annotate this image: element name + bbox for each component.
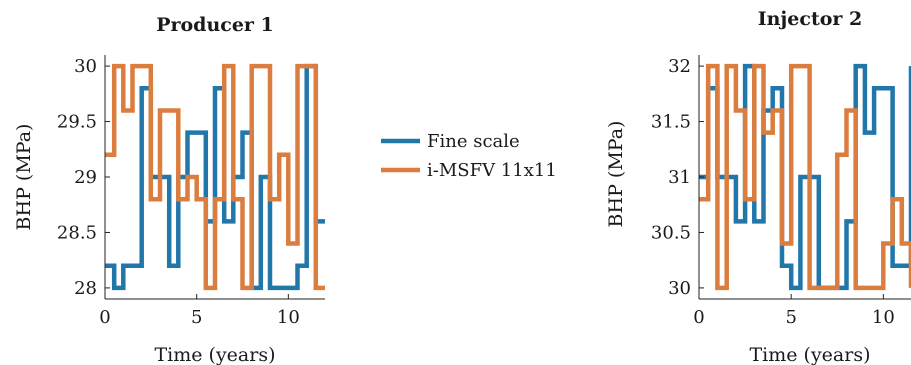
plot-area: 0 5 10 30 30.5 31 31.5 32 <box>651 55 911 328</box>
y-tick-label: 31.5 <box>651 112 691 133</box>
y-tick-label: 30 <box>668 278 691 299</box>
y-tick-label: 30.5 <box>651 222 691 243</box>
panel-producer-1: Producer 1 Time (years) BHP (MPa) 0 5 10 28… <box>13 14 325 365</box>
x-tick-label: 0 <box>99 307 110 328</box>
series-line-fine-scale <box>699 63 911 291</box>
y-axis-label: BHP (MPa) <box>13 124 35 231</box>
series-line-i-msfv <box>105 63 325 291</box>
plot-area: 0 5 10 28 28.5 29 29.5 30 <box>57 55 325 328</box>
y-tick-label: 29.5 <box>57 112 97 133</box>
x-tick-label: 10 <box>277 307 300 328</box>
legend-label-i-msfv: i-MSFV 11x11 <box>427 160 557 181</box>
x-tick-label: 5 <box>785 307 796 328</box>
chart-title: Injector 2 <box>758 8 863 30</box>
y-axis-label: BHP (MPa) <box>605 121 627 228</box>
y-tick-label: 28.5 <box>57 222 97 243</box>
panel-injector-2: Injector 2 Time (years) BHP (MPa) 0 5 10 30… <box>605 8 911 365</box>
y-tick-label: 31 <box>668 167 691 188</box>
x-tick-label: 0 <box>693 307 704 328</box>
x-axis-label: Time (years) <box>749 344 870 365</box>
x-tick-label: 5 <box>191 307 202 328</box>
series-line-i-msfv <box>699 63 911 291</box>
legend-label-fine-scale: Fine scale <box>427 131 520 152</box>
y-tick-label: 29 <box>74 167 97 188</box>
y-tick-label: 28 <box>74 278 97 299</box>
y-tick-label: 30 <box>74 56 97 77</box>
y-tick-label: 32 <box>668 56 691 77</box>
x-tick-label: 10 <box>872 307 895 328</box>
x-axis-label: Time (years) <box>154 344 275 365</box>
chart-title: Producer 1 <box>156 14 274 36</box>
legend: Fine scale i-MSFV 11x11 <box>381 131 557 181</box>
